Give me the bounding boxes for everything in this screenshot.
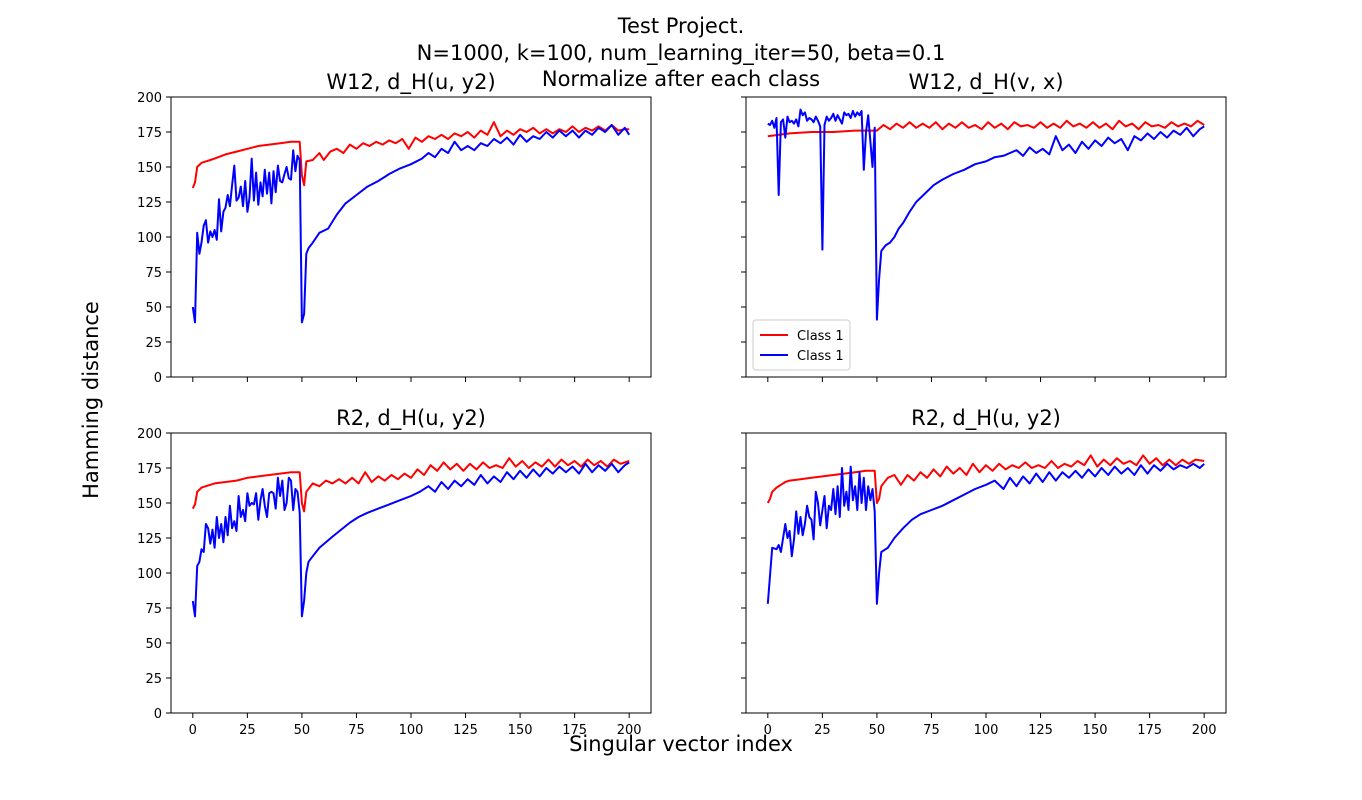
x-tick-label: 125 — [453, 723, 478, 738]
subplot-1: 0 25 50 75 100 125 150 175 200 W12, d_H(u, y2) — [137, 70, 652, 386]
series-line-1 — [766, 454, 1205, 504]
figure-title-line-1: Test Project. — [617, 14, 745, 38]
series-line-1 — [767, 119, 1205, 138]
subplot-title: R2, d_H(u, y2) — [336, 406, 486, 431]
series-line-2 — [191, 124, 631, 324]
series-line-2 — [766, 462, 1205, 605]
figure-title-line-2: N=1000, k=100, num_learning_iter=50, bet… — [416, 41, 946, 65]
subplot-title: W12, d_H(u, y2) — [326, 70, 495, 95]
subplot-2: W12, d_H(v, x) Class 1 Class 1 — [741, 70, 1227, 382]
y-tick-label: 25 — [145, 672, 162, 687]
legend-label: Class 1 — [797, 349, 844, 364]
x-tick-label: 50 — [294, 723, 311, 738]
y-tick-label: 175 — [137, 462, 162, 477]
series-line-2 — [191, 461, 630, 618]
series-line-2 — [767, 108, 1205, 321]
x-tick-label: 175 — [1137, 723, 1162, 738]
x-tick-label: 0 — [189, 723, 197, 738]
y-tick-label: 100 — [137, 567, 162, 582]
subplot-title: R2, d_H(u, y2) — [911, 406, 1061, 431]
y-tick-label: 0 — [154, 707, 162, 722]
legend-box — [752, 319, 851, 371]
y-tick-label: 0 — [154, 371, 162, 386]
x-tick-label: 200 — [1192, 723, 1217, 738]
y-tick-label: 150 — [137, 161, 162, 176]
axes-frame — [745, 432, 1227, 714]
y-tick-label: 150 — [137, 497, 162, 512]
legend: Class 1 Class 1 — [752, 319, 851, 371]
y-tick-label: 125 — [137, 532, 162, 547]
y-tick-label: 175 — [137, 126, 162, 141]
x-axis-label: Singular vector index — [569, 732, 793, 756]
y-tick-label: 25 — [145, 336, 162, 351]
series-line-1 — [191, 121, 630, 189]
x-tick-label: 125 — [1028, 723, 1053, 738]
x-tick-label: 25 — [814, 723, 831, 738]
figure-title-line-3: Normalize after each class — [541, 67, 821, 91]
subplot-3: 0 25 50 75 100 125 150 175 200 0 25 50 75 100 125 150 17… — [137, 406, 652, 738]
y-tick-label: 75 — [145, 602, 162, 617]
axes-frame — [170, 432, 652, 714]
x-tick-label: 25 — [239, 723, 256, 738]
subplot-title: W12, d_H(v, x) — [908, 70, 1063, 95]
y-tick-label: 125 — [137, 196, 162, 211]
y-tick-label: 200 — [137, 91, 162, 106]
y-tick-label: 75 — [145, 266, 162, 281]
x-tick-label: 200 — [617, 723, 642, 738]
x-tick-label: 100 — [974, 723, 999, 738]
x-tick-label: 150 — [1083, 723, 1108, 738]
x-tick-label: 75 — [923, 723, 940, 738]
y-tick-label: 100 — [137, 231, 162, 246]
x-tick-label: 75 — [348, 723, 365, 738]
series-line-1 — [191, 457, 630, 513]
y-tick-label: 200 — [137, 427, 162, 442]
x-tick-label: 175 — [562, 723, 587, 738]
y-tick-label: 50 — [145, 301, 162, 316]
x-tick-label: 150 — [508, 723, 533, 738]
legend-label: Class 1 — [797, 329, 844, 344]
subplot-4: 0 25 50 75 100 125 150 175 200 R2, d_H(u, y2) — [741, 406, 1227, 738]
y-tick-label: 50 — [145, 637, 162, 652]
x-tick-label: 100 — [399, 723, 424, 738]
x-tick-label: 50 — [869, 723, 886, 738]
axes-frame — [170, 96, 652, 378]
x-tick-label: 0 — [764, 723, 772, 738]
